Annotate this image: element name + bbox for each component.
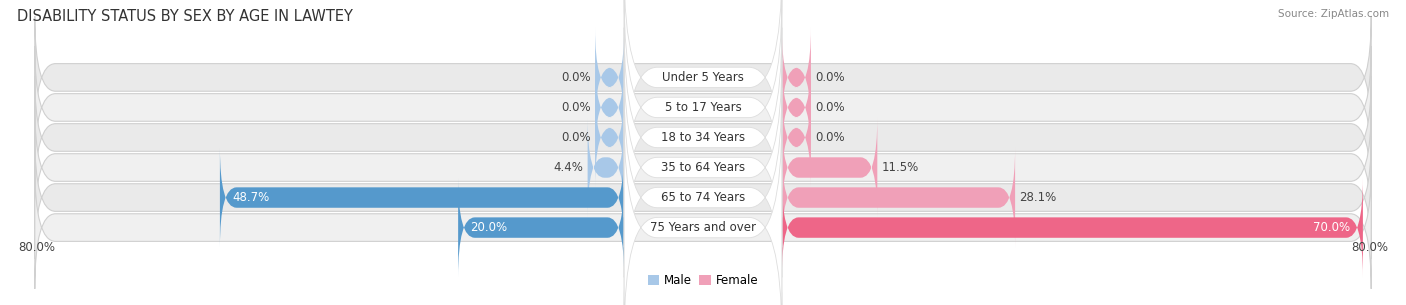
FancyBboxPatch shape [35,166,1371,289]
FancyBboxPatch shape [595,88,624,187]
Text: 20.0%: 20.0% [471,221,508,234]
Text: 0.0%: 0.0% [561,131,591,144]
FancyBboxPatch shape [782,178,1362,278]
FancyBboxPatch shape [624,88,782,305]
Text: 80.0%: 80.0% [18,242,55,254]
FancyBboxPatch shape [624,0,782,187]
Text: 4.4%: 4.4% [554,161,583,174]
FancyBboxPatch shape [782,27,811,127]
FancyBboxPatch shape [624,118,782,305]
Text: 28.1%: 28.1% [1019,191,1056,204]
Text: DISABILITY STATUS BY SEX BY AGE IN LAWTEY: DISABILITY STATUS BY SEX BY AGE IN LAWTE… [17,9,353,24]
FancyBboxPatch shape [35,136,1371,259]
Text: 35 to 64 Years: 35 to 64 Years [661,161,745,174]
Text: 18 to 34 Years: 18 to 34 Years [661,131,745,144]
Text: 48.7%: 48.7% [232,191,270,204]
Text: 0.0%: 0.0% [815,101,845,114]
Text: 0.0%: 0.0% [561,101,591,114]
FancyBboxPatch shape [782,148,1015,247]
FancyBboxPatch shape [219,148,624,247]
FancyBboxPatch shape [782,58,811,157]
Text: 65 to 74 Years: 65 to 74 Years [661,191,745,204]
Text: 0.0%: 0.0% [815,71,845,84]
FancyBboxPatch shape [595,58,624,157]
Legend: Male, Female: Male, Female [648,274,758,287]
FancyBboxPatch shape [782,118,877,217]
Text: Source: ZipAtlas.com: Source: ZipAtlas.com [1278,9,1389,19]
FancyBboxPatch shape [595,27,624,127]
Text: 80.0%: 80.0% [1351,242,1388,254]
FancyBboxPatch shape [624,0,782,217]
Text: 0.0%: 0.0% [561,71,591,84]
FancyBboxPatch shape [35,106,1371,229]
Text: 11.5%: 11.5% [882,161,918,174]
FancyBboxPatch shape [624,27,782,247]
Text: 70.0%: 70.0% [1313,221,1350,234]
FancyBboxPatch shape [458,178,624,278]
FancyBboxPatch shape [35,16,1371,139]
FancyBboxPatch shape [624,58,782,278]
FancyBboxPatch shape [35,76,1371,199]
FancyBboxPatch shape [588,118,624,217]
Text: Under 5 Years: Under 5 Years [662,71,744,84]
FancyBboxPatch shape [35,46,1371,169]
Text: 5 to 17 Years: 5 to 17 Years [665,101,741,114]
FancyBboxPatch shape [782,88,811,187]
Text: 0.0%: 0.0% [815,131,845,144]
Text: 75 Years and over: 75 Years and over [650,221,756,234]
